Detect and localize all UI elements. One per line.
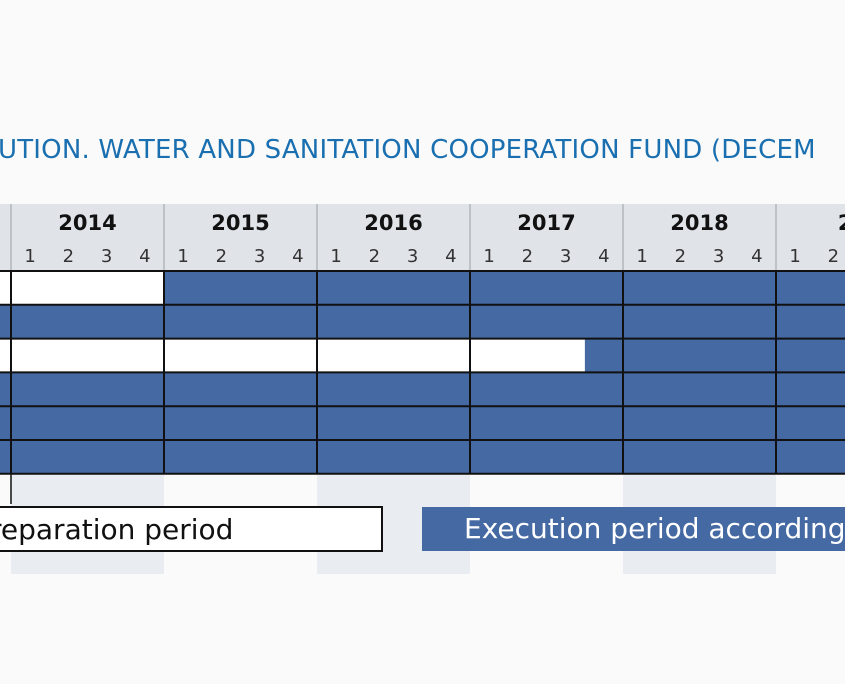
quarter-label: 1	[483, 246, 494, 267]
preparation-bar	[0, 271, 164, 305]
chart-title: UTION. WATER AND SANITATION COOPERATION …	[0, 135, 816, 165]
quarter-label: 3	[713, 246, 724, 267]
quarter-label: 4	[292, 246, 303, 267]
quarter-label: 2	[522, 246, 533, 267]
year-label: 2015	[211, 211, 269, 235]
year-header-cell	[776, 204, 845, 270]
year-header-cell	[164, 204, 317, 270]
quarter-label: 2	[63, 246, 74, 267]
year-header-cell	[11, 204, 164, 270]
year-label: 2017	[517, 211, 575, 235]
legend-execution-period: Execution period according t	[422, 507, 845, 551]
legend-preparation-label: reparation period	[0, 513, 234, 546]
year-header-cell	[623, 204, 776, 270]
year-header-cell	[470, 204, 623, 270]
header-left-cell	[0, 204, 11, 270]
execution-bar	[0, 440, 845, 474]
execution-bar	[0, 406, 845, 440]
quarter-label: 1	[177, 246, 188, 267]
quarter-label: 1	[636, 246, 647, 267]
year-label: 2016	[364, 211, 422, 235]
quarter-label: 1	[789, 246, 800, 267]
quarter-label: 1	[24, 246, 35, 267]
quarter-label: 3	[254, 246, 265, 267]
execution-bar	[0, 304, 845, 339]
year-label: 2018	[670, 211, 728, 235]
legend-execution-label: Execution period according t	[464, 512, 845, 545]
preparation-bar	[0, 338, 585, 373]
quarter-label: 4	[445, 246, 456, 267]
quarter-label: 2	[828, 246, 839, 267]
quarter-label: 2	[216, 246, 227, 267]
quarter-label: 4	[751, 246, 762, 267]
quarter-label: 2	[675, 246, 686, 267]
year-label: 2014	[58, 211, 116, 235]
quarter-label: 3	[560, 246, 571, 267]
quarter-label: 3	[407, 246, 418, 267]
quarter-label: 4	[598, 246, 609, 267]
quarter-label: 4	[139, 246, 150, 267]
execution-bar	[584, 338, 845, 373]
year-header-cell	[317, 204, 470, 270]
quarter-label: 2	[369, 246, 380, 267]
execution-bar	[0, 372, 845, 407]
execution-bar	[164, 271, 845, 305]
quarter-label: 3	[101, 246, 112, 267]
year-label: 20	[838, 211, 845, 235]
legend-preparation-period: reparation period	[0, 506, 383, 552]
quarter-label: 1	[330, 246, 341, 267]
